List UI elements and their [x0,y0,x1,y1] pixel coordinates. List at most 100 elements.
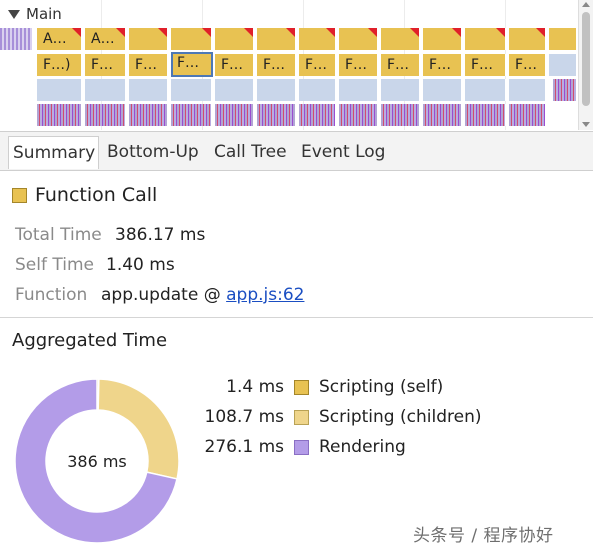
legend-item-scripting-children: 108.7 ms Scripting (children) [190,407,482,427]
legend-label: Rendering [319,437,406,457]
flame-block[interactable] [215,28,255,50]
aggregated-time-donut: 386 ms [14,378,180,544]
tab-call-tree[interactable]: Call Tree [214,142,287,162]
flame-block[interactable] [129,28,169,50]
scroll-down-arrow-icon[interactable] [582,122,590,127]
donut-slice-rendering [14,378,178,544]
warning-corner-icon [410,28,419,37]
flame-block-render[interactable] [509,104,547,126]
flame-block-render[interactable] [37,104,83,126]
flame-block-subcall[interactable] [85,79,127,101]
flame-block-subcall[interactable] [509,79,547,101]
flame-block[interactable] [339,28,379,50]
flame-block-subcall[interactable] [215,79,255,101]
total-time-value: 386.17 ms [115,225,206,245]
flame-block-subcall[interactable] [465,79,507,101]
task-strip[interactable] [0,28,32,50]
flame-block-label: A… [43,31,67,47]
flame-block-render[interactable] [215,104,255,126]
legend-value: 1.4 ms [226,377,284,397]
flame-block[interactable] [299,28,337,50]
flame-block-label: F… [91,57,114,73]
flame-chart[interactable]: Main A… A… F…) F… F… F… F… F… F… F… F… F… [0,0,593,130]
flame-block-label: F… [177,55,200,71]
function-name: app.update @ [101,285,227,305]
tab-summary[interactable]: Summary [8,136,99,169]
collapse-triangle-icon[interactable] [8,9,20,19]
tab-event-log[interactable]: Event Log [301,142,386,162]
flame-block-animation-frame[interactable]: A… [85,28,127,50]
total-time-label: Total Time [15,225,102,245]
flame-block-function-call[interactable]: F… [423,54,463,76]
flame-block-render[interactable] [423,104,463,126]
flame-block[interactable] [423,28,463,50]
function-value: app.update @ app.js:62 [101,285,304,305]
function-label: Function [15,285,88,305]
warning-corner-icon [326,28,335,37]
flame-block[interactable] [171,28,213,50]
scrollbar-thumb[interactable] [582,12,590,106]
flame-block-function-call[interactable]: F…) [37,54,83,76]
section-divider [0,317,593,318]
flame-block-render[interactable] [129,104,169,126]
flame-block-subcall[interactable] [171,79,213,101]
warning-corner-icon [244,28,253,37]
flame-block-function-call[interactable]: F… [465,54,507,76]
flame-block-render[interactable] [257,104,297,126]
legend-swatch [294,409,309,425]
flame-block-function-call[interactable]: F… [509,54,547,76]
watermark: 头条号 / 程序协好 [413,526,554,546]
flame-block-label: F… [429,57,452,73]
legend-swatch [294,439,309,455]
flame-block-function-call[interactable]: F… [257,54,297,76]
flame-block-subcall[interactable] [423,79,463,101]
legend-value: 276.1 ms [204,437,285,457]
flame-block-subcall[interactable] [381,79,421,101]
source-link[interactable]: app.js:62 [226,285,305,305]
flame-block-render[interactable] [171,104,213,126]
flame-block-function-call[interactable]: F… [339,54,379,76]
flame-block-render[interactable] [339,104,379,126]
legend-item-scripting-self: 1.4 ms Scripting (self) [190,377,443,397]
flame-block-subcall[interactable] [299,79,337,101]
warning-corner-icon [496,28,505,37]
summary-title: Function Call [35,184,158,206]
flame-vertical-scrollbar[interactable] [578,0,593,130]
flame-block-subcall[interactable] [339,79,379,101]
flame-block-render[interactable] [299,104,337,126]
flame-block-subcall[interactable] [129,79,169,101]
tab-bottom-up[interactable]: Bottom-Up [107,142,199,162]
flame-block-render[interactable] [465,104,507,126]
flame-block-label: F… [345,57,368,73]
flame-block-render[interactable] [553,79,578,101]
scroll-up-arrow-icon[interactable] [582,2,590,7]
flame-block-render[interactable] [381,104,421,126]
flame-block-subcall[interactable] [37,79,83,101]
flame-block[interactable] [549,54,578,76]
legend-label: Scripting (children) [319,407,482,427]
flame-block-selected-function-call[interactable]: F… [171,52,213,77]
flame-block[interactable] [381,28,421,50]
main-track-label: Main [26,5,62,23]
flame-block[interactable] [257,28,297,50]
flame-block-subcall[interactable] [257,79,297,101]
flame-block-function-call[interactable]: F… [215,54,255,76]
flame-block[interactable] [549,28,578,50]
flame-block-render[interactable] [85,104,127,126]
flame-block[interactable] [509,28,547,50]
warning-corner-icon [286,28,295,37]
flame-block-function-call[interactable]: F… [85,54,127,76]
flame-block-label: F… [305,57,328,73]
main-track-header[interactable]: Main [8,5,62,23]
flame-block[interactable] [465,28,507,50]
legend-item-rendering: 276.1 ms Rendering [190,437,406,457]
flame-block-label: A… [91,31,115,47]
flame-block-label: F… [135,57,158,73]
warning-corner-icon [202,28,211,37]
flame-block-function-call[interactable]: F… [299,54,337,76]
flame-block-function-call[interactable]: F… [381,54,421,76]
flame-block-animation-frame[interactable]: A… [37,28,83,50]
summary-title-row: Function Call [12,184,157,206]
flame-block-function-call[interactable]: F… [129,54,169,76]
flame-block-label: F… [221,57,244,73]
